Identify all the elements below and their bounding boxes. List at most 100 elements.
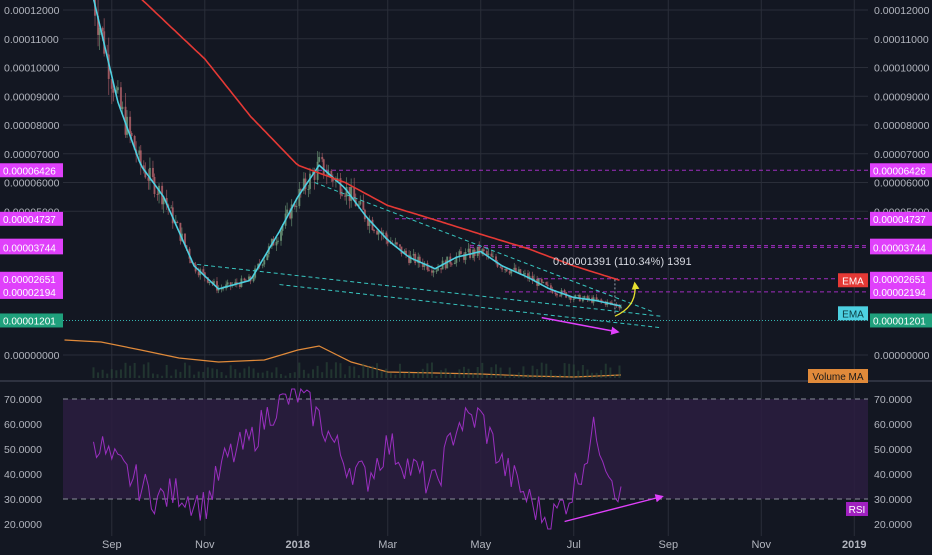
rsi-line [93, 387, 622, 530]
volume-bar [536, 369, 539, 378]
candle-body [170, 207, 173, 209]
candle-body [234, 282, 237, 285]
volume-bar [293, 372, 296, 378]
candle-body [395, 242, 398, 245]
candle-body [569, 296, 572, 300]
candle-body [357, 204, 360, 207]
y-tick-label-left: 0.00006000 [4, 178, 60, 190]
candle-body [302, 178, 305, 191]
candle-body [435, 270, 438, 272]
candle-body [555, 293, 558, 296]
candle-body [517, 269, 520, 272]
candle-body [574, 295, 577, 299]
volume-bar [188, 365, 191, 378]
ema-fast-label-bg [838, 306, 868, 321]
y-tick-label-right: 0.00006000 [874, 178, 930, 190]
volume-bar [380, 371, 383, 378]
candle-body [261, 264, 264, 266]
volume-bar [385, 368, 388, 378]
candle-body [485, 251, 488, 255]
level-badge-right-bg [870, 211, 932, 226]
volume-bar [403, 372, 406, 378]
candle-body [453, 262, 456, 265]
candle-body [444, 260, 447, 269]
candle-body [418, 256, 421, 263]
volume-bar [435, 375, 438, 378]
candle-body [275, 241, 278, 246]
candle-body [121, 106, 124, 110]
volume-bar [476, 366, 479, 378]
trend-lines [197, 182, 661, 329]
candle-body [144, 170, 147, 178]
rsi-divergence-arrow [564, 494, 664, 523]
candle-body [276, 240, 279, 242]
candle-body [289, 209, 292, 219]
rsi-tick-label-left: 30.0000 [4, 494, 42, 506]
volume-bar [312, 369, 315, 378]
candle-body [313, 171, 316, 180]
x-tick-label: Sep [658, 539, 678, 550]
volume-bar [467, 368, 470, 378]
y-tick-label-left: 0.00012000 [4, 5, 60, 17]
candle-body [551, 289, 554, 294]
x-tick-label: Jul [567, 539, 581, 550]
candle-body [501, 267, 504, 270]
volume-bar [110, 369, 113, 378]
candle-body [162, 197, 165, 205]
level-badge-right-bg [870, 271, 932, 286]
candle-body [440, 268, 443, 270]
volume-bar [600, 370, 603, 378]
candle-body [523, 273, 526, 275]
candle-body [427, 269, 430, 271]
volume-bar [412, 373, 415, 378]
level-badge-left-bg [0, 240, 63, 255]
volume-bar [215, 369, 218, 378]
candle-body [563, 290, 566, 293]
candle-body [307, 188, 310, 190]
candle-body [165, 197, 168, 205]
volume-bar [504, 375, 507, 378]
volume-bar [572, 364, 575, 378]
volume-bar [389, 372, 392, 378]
candle-body [208, 282, 211, 284]
candle-body [226, 282, 229, 285]
candle-body [97, 15, 100, 35]
volume-bar [421, 368, 424, 378]
candle-body [331, 176, 334, 182]
volume-bar [115, 370, 118, 378]
volume-bar [275, 367, 278, 378]
volume-bar [321, 372, 324, 378]
volume-bar [513, 374, 516, 378]
level-badge-left-bg [0, 271, 63, 286]
volume-bar [289, 373, 292, 378]
rsi-tick-label-right: 30.0000 [874, 494, 912, 506]
rsi-tick-label-right: 40.0000 [874, 469, 912, 481]
volume-bar [225, 375, 228, 378]
candle-body [344, 195, 347, 197]
candle-body [510, 269, 513, 274]
candle-body [464, 251, 467, 260]
candle-body [133, 136, 136, 150]
volume-ma-line [64, 339, 622, 378]
level-badge-right-text: 0.00003744 [873, 243, 926, 254]
candle-body [568, 296, 571, 298]
volume-bar [591, 372, 594, 378]
level-badge-left-text: 0.00002651 [3, 275, 56, 286]
level-badge-left-text: 0.00002194 [3, 288, 56, 299]
volume-bar [444, 368, 447, 378]
candle-body [139, 150, 142, 166]
candle-body [620, 306, 623, 309]
volume-bar [325, 362, 328, 378]
volume-bar [490, 367, 493, 378]
trend-line [197, 263, 661, 317]
volume-bar [394, 374, 397, 378]
candle-body [366, 219, 369, 226]
level-badge-right-bg [870, 313, 932, 328]
candle-body [318, 156, 321, 162]
annotations: 0.00001391 (110.34%) 1391 [541, 256, 692, 335]
volume-bar [330, 369, 333, 378]
candle-body [286, 209, 289, 214]
volume-bar [357, 375, 360, 378]
volume-bar [238, 372, 241, 378]
